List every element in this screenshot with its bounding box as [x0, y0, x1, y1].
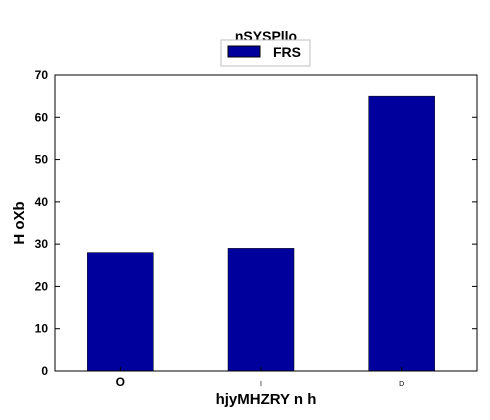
- x-tick-label: I: [260, 381, 262, 388]
- y-tick-label: 60: [35, 110, 49, 124]
- y-tick-label: 30: [35, 237, 49, 251]
- x-tick-label: D: [399, 381, 404, 388]
- legend-swatch: [227, 45, 261, 58]
- plot-area-frame: [54, 74, 478, 372]
- x-tick-label: O: [116, 375, 125, 389]
- y-tick-label: 10: [35, 322, 49, 336]
- y-tick-label: 50: [35, 153, 49, 167]
- legend-label-frs: FRS: [273, 44, 301, 60]
- bar-d: [368, 95, 435, 372]
- y-tick-label: 70: [35, 68, 49, 82]
- bar-i: [227, 248, 295, 372]
- legend: FRS: [220, 39, 311, 67]
- x-axis-label: hjyMHZRY n h: [216, 391, 317, 408]
- y-axis-ticks: 0 10 20 30 40 50 60 70: [35, 68, 477, 378]
- y-tick-label: 40: [35, 195, 49, 209]
- bars: [87, 95, 435, 372]
- bar-o: [87, 252, 154, 372]
- y-tick-label: 20: [35, 279, 49, 293]
- y-tick-label: 0: [41, 364, 48, 378]
- y-axis-label: H oXb: [11, 201, 28, 244]
